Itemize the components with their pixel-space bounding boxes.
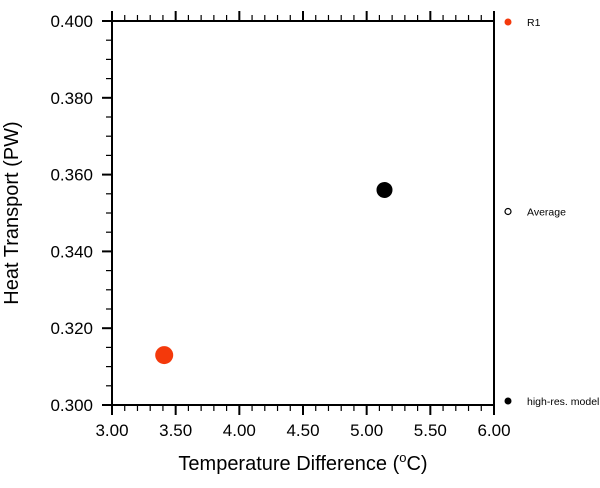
tick-labels-layer: 3.00 3.50 4.00 4.50 5.00 5.50 6.00 0.300 0.320 0.…	[50, 12, 510, 440]
data-point-high-res-model	[376, 181, 393, 198]
y-tick-label: 0.360	[50, 166, 93, 185]
x-tick-label: 4.00	[223, 421, 256, 440]
y-tick-label: 0.380	[50, 89, 93, 108]
legend-label-average: Average	[527, 206, 566, 218]
legend: R1 Average high-res. model	[504, 17, 599, 408]
ticks-layer	[102, 11, 495, 415]
x-tick-label: 6.00	[477, 421, 510, 440]
x-tick-label: 4.50	[286, 421, 319, 440]
y-tick-label: 0.340	[50, 242, 93, 261]
legend-label-high-res-model: high-res. model	[527, 396, 599, 408]
legend-marker-high-res-model	[504, 397, 512, 405]
legend-marker-r1	[504, 18, 512, 26]
x-tick-label: 3.00	[95, 421, 128, 440]
plot-frame	[111, 20, 495, 406]
x-tick-label: 5.00	[350, 421, 383, 440]
y-axis-title: Heat Transport (PW)	[1, 121, 23, 304]
x-tick-label: 3.50	[159, 421, 192, 440]
x-axis-title-superscript: o	[399, 450, 406, 465]
x-axis-title-text: Temperature Difference (	[178, 453, 399, 475]
y-tick-label: 0.400	[50, 12, 93, 31]
x-axis-title-unit: C)	[406, 453, 427, 475]
y-tick-label: 0.300	[50, 396, 93, 415]
legend-marker-average	[504, 207, 512, 216]
legend-label-r1: R1	[527, 17, 541, 29]
data-point-r1	[155, 346, 174, 365]
x-tick-label: 5.50	[414, 421, 447, 440]
y-tick-label: 0.320	[50, 319, 93, 338]
x-axis-title: Temperature Difference (oC)	[178, 450, 427, 475]
data-points-layer	[155, 181, 393, 365]
